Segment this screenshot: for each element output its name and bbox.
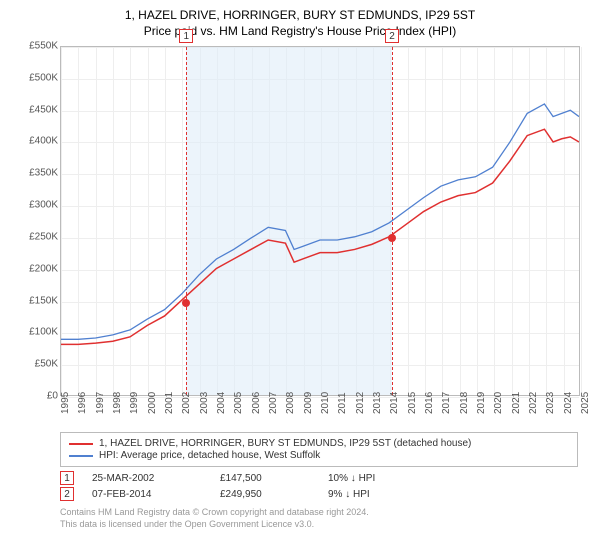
event-row: 2 07-FEB-2014 £249,950 9% ↓ HPI xyxy=(60,487,578,501)
event-num-box: 1 xyxy=(60,471,74,485)
y-tick-label: £450K xyxy=(22,104,58,115)
legend-swatch-2 xyxy=(69,455,93,457)
event-delta: 9% ↓ HPI xyxy=(328,489,370,500)
y-tick-label: £50K xyxy=(22,359,58,370)
y-tick-label: £500K xyxy=(22,72,58,83)
chart-area: £0 £50K £100K £150K £200K £250K £300K £350K £400… xyxy=(22,46,582,426)
event-date: 07-FEB-2014 xyxy=(92,489,202,500)
event-price: £249,950 xyxy=(220,489,310,500)
y-tick-label: £0 xyxy=(22,391,58,402)
y-tick-label: £300K xyxy=(22,200,58,211)
marker-dot-1 xyxy=(182,299,190,307)
y-tick-label: £100K xyxy=(22,327,58,338)
y-tick-label: £150K xyxy=(22,295,58,306)
series-price_paid xyxy=(61,129,579,344)
marker-box-2: 2 xyxy=(385,29,399,43)
marker-dot-2 xyxy=(388,234,396,242)
event-num-box: 2 xyxy=(60,487,74,501)
events-table: 1 25-MAR-2002 £147,500 10% ↓ HPI 2 07-FEB-201… xyxy=(60,471,578,501)
y-tick-label: £400K xyxy=(22,136,58,147)
event-row: 1 25-MAR-2002 £147,500 10% ↓ HPI xyxy=(60,471,578,485)
series-hpi xyxy=(61,104,579,339)
chart-title: 1, HAZEL DRIVE, HORRINGER, BURY ST EDMUN… xyxy=(12,8,588,22)
y-tick-label: £350K xyxy=(22,168,58,179)
event-price: £147,500 xyxy=(220,473,310,484)
chart-subtitle: Price paid vs. HM Land Registry's House … xyxy=(12,24,588,38)
marker-box-1: 1 xyxy=(179,29,193,43)
y-tick-label: £200K xyxy=(22,263,58,274)
legend-swatch-1 xyxy=(69,443,93,445)
y-tick-label: £550K xyxy=(22,41,58,52)
event-delta: 10% ↓ HPI xyxy=(328,473,375,484)
legend-label-1: 1, HAZEL DRIVE, HORRINGER, BURY ST EDMUN… xyxy=(99,438,471,449)
legend-label-2: HPI: Average price, detached house, West… xyxy=(99,450,320,461)
plot-area: 12 xyxy=(60,46,580,396)
event-date: 25-MAR-2002 xyxy=(92,473,202,484)
legend: 1, HAZEL DRIVE, HORRINGER, BURY ST EDMUN… xyxy=(60,432,578,467)
x-tick-label: 2025 xyxy=(580,392,600,414)
copyright: Contains HM Land Registry data © Crown c… xyxy=(60,507,578,530)
y-tick-label: £250K xyxy=(22,231,58,242)
